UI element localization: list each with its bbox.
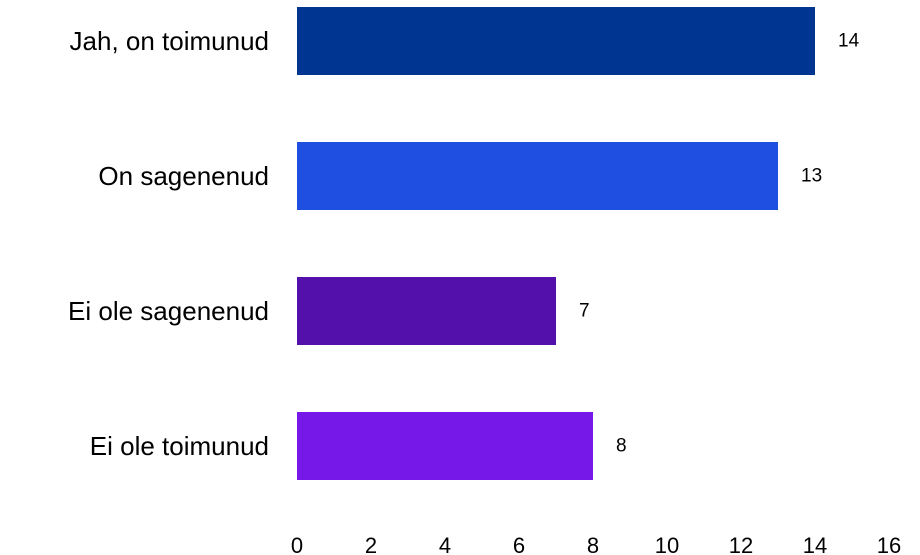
bar-jah-on-toimunud — [297, 7, 815, 75]
value-label-ei-ole-sagenenud: 7 — [579, 301, 590, 322]
x-tick-label-6: 6 — [513, 533, 525, 555]
x-tick-label-8: 8 — [587, 533, 599, 555]
value-label-ei-ole-toimunud: 8 — [616, 436, 627, 457]
bars-group — [297, 7, 815, 480]
value-labels: 14 13 7 8 — [579, 31, 860, 457]
bar-ei-ole-sagenenud — [297, 277, 556, 345]
category-labels: Jah, on toimunud On sagenenud Ei ole sagen… — [68, 26, 269, 461]
category-label-ei-ole-sagenenud: Ei ole sagenenud — [68, 296, 269, 326]
value-label-jah-on-toimunud: 14 — [838, 31, 860, 52]
x-axis-ticks: 0 2 4 6 8 10 12 14 16 — [291, 533, 901, 555]
x-tick-label-2: 2 — [365, 533, 377, 555]
category-label-jah-on-toimunud: Jah, on toimunud — [70, 26, 269, 56]
x-tick-label-10: 10 — [655, 533, 679, 555]
category-label-ei-ole-toimunud: Ei ole toimunud — [90, 431, 269, 461]
x-tick-label-0: 0 — [291, 533, 303, 555]
x-tick-label-16: 16 — [877, 533, 901, 555]
category-label-on-sagenenud: On sagenenud — [98, 161, 269, 191]
x-tick-label-12: 12 — [729, 533, 753, 555]
bar-on-sagenenud — [297, 142, 778, 210]
x-tick-label-14: 14 — [803, 533, 827, 555]
bar-ei-ole-toimunud — [297, 412, 593, 480]
x-tick-label-4: 4 — [439, 533, 451, 555]
value-label-on-sagenenud: 13 — [801, 166, 822, 187]
